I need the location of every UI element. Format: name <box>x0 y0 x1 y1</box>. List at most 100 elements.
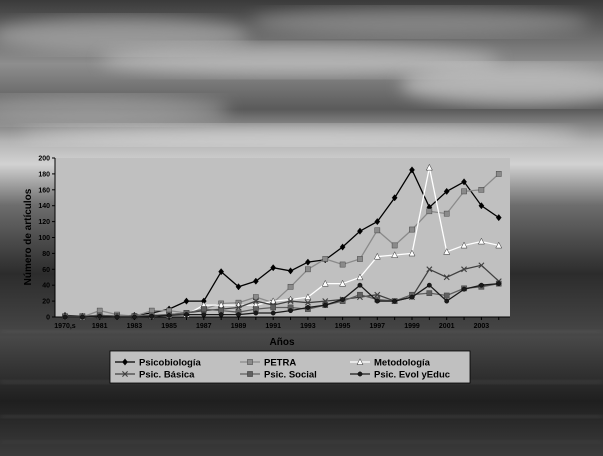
x-tick-label: 1985 <box>161 323 177 330</box>
data-point <box>252 298 259 305</box>
x-tick-label: 2001 <box>439 323 455 330</box>
data-point <box>495 214 502 222</box>
data-point <box>408 249 416 257</box>
data-point <box>114 314 120 320</box>
data-point <box>409 226 415 233</box>
data-point <box>374 218 381 226</box>
data-point <box>460 241 468 249</box>
data-point <box>461 188 467 195</box>
legend-label: Metodología <box>374 358 431 369</box>
x-axis-title: Años <box>270 337 295 348</box>
data-point <box>287 267 294 275</box>
legend-item: Psic. Social <box>240 370 317 381</box>
data-point <box>200 306 207 312</box>
series-line <box>65 173 500 318</box>
data-point <box>270 264 277 272</box>
series-layer <box>61 163 503 320</box>
data-point <box>339 261 346 268</box>
data-point <box>218 312 224 318</box>
series-line <box>65 282 499 318</box>
legend-marker <box>122 358 128 366</box>
legend-marker <box>356 358 364 365</box>
legend-label: Psic. Social <box>264 370 317 381</box>
legend-marker <box>247 359 253 365</box>
data-point <box>97 313 103 319</box>
data-point <box>374 291 381 298</box>
data-point <box>96 307 103 314</box>
data-point <box>270 310 276 316</box>
data-point <box>270 304 277 311</box>
legend-item: Psic. Evol yEduc <box>350 370 450 381</box>
legend-item: Psic. Básica <box>115 370 195 381</box>
data-point <box>391 194 398 202</box>
x-tick-label: 2003 <box>474 323 490 330</box>
data-point <box>426 282 432 288</box>
data-point <box>357 282 363 288</box>
x-tick-label: 1997 <box>370 323 386 330</box>
legend-label: Psic. Evol yEduc <box>374 370 450 381</box>
x-tick-label: 1989 <box>231 323 247 330</box>
data-point <box>287 283 294 290</box>
data-point <box>478 262 485 269</box>
data-point <box>357 291 363 298</box>
data-point <box>444 298 450 304</box>
y-tick-label: 120 <box>38 219 50 226</box>
data-point <box>443 210 450 217</box>
legend-marker <box>247 371 253 377</box>
legend-label: PETRA <box>264 358 296 369</box>
data-point <box>478 282 484 288</box>
legend-item: Psicobiología <box>115 358 201 369</box>
legend-marker <box>122 371 128 377</box>
legend-marker <box>357 371 363 377</box>
data-point <box>356 273 364 281</box>
y-tick-label: 60 <box>42 267 50 274</box>
y-tick-label: 40 <box>42 283 50 290</box>
data-point <box>79 314 85 320</box>
legend-box <box>109 350 471 384</box>
data-point <box>340 297 345 302</box>
data-point <box>392 298 398 304</box>
y-axis-title: Número de artículos <box>23 188 34 285</box>
data-point <box>252 277 259 285</box>
data-point <box>357 256 363 262</box>
data-point <box>305 266 311 273</box>
data-point <box>374 227 381 234</box>
data-point <box>461 178 467 186</box>
data-point <box>357 227 363 235</box>
y-tick-label: 20 <box>42 299 50 306</box>
data-point <box>426 163 433 171</box>
data-point <box>305 258 311 266</box>
legend-label: Psic. Básica <box>139 370 195 381</box>
data-point <box>166 313 172 318</box>
data-point <box>183 297 190 305</box>
y-tick-label: 140 <box>38 203 50 210</box>
x-tick-label: 1993 <box>300 323 316 330</box>
x-tick-label: 1999 <box>404 323 420 330</box>
data-point <box>461 266 468 273</box>
data-point <box>391 251 398 258</box>
data-point <box>426 208 433 215</box>
data-point <box>288 308 293 314</box>
data-point <box>253 310 259 316</box>
data-point <box>495 171 502 177</box>
y-tick-label: 80 <box>42 251 50 258</box>
y-tick-label: 0 <box>46 315 50 322</box>
data-point <box>443 292 450 299</box>
data-point <box>478 186 485 193</box>
data-point <box>62 314 68 320</box>
data-point <box>409 294 415 300</box>
data-point <box>253 294 259 300</box>
y-tick-label: 160 <box>38 187 50 194</box>
data-point <box>443 274 450 281</box>
data-point <box>321 279 329 287</box>
data-point <box>339 243 346 251</box>
data-point <box>287 298 294 305</box>
x-tick-label: 1995 <box>335 323 351 330</box>
data-point <box>184 312 189 318</box>
data-point <box>478 237 485 245</box>
data-point <box>218 268 225 276</box>
data-point <box>373 252 381 260</box>
data-point <box>235 304 242 311</box>
